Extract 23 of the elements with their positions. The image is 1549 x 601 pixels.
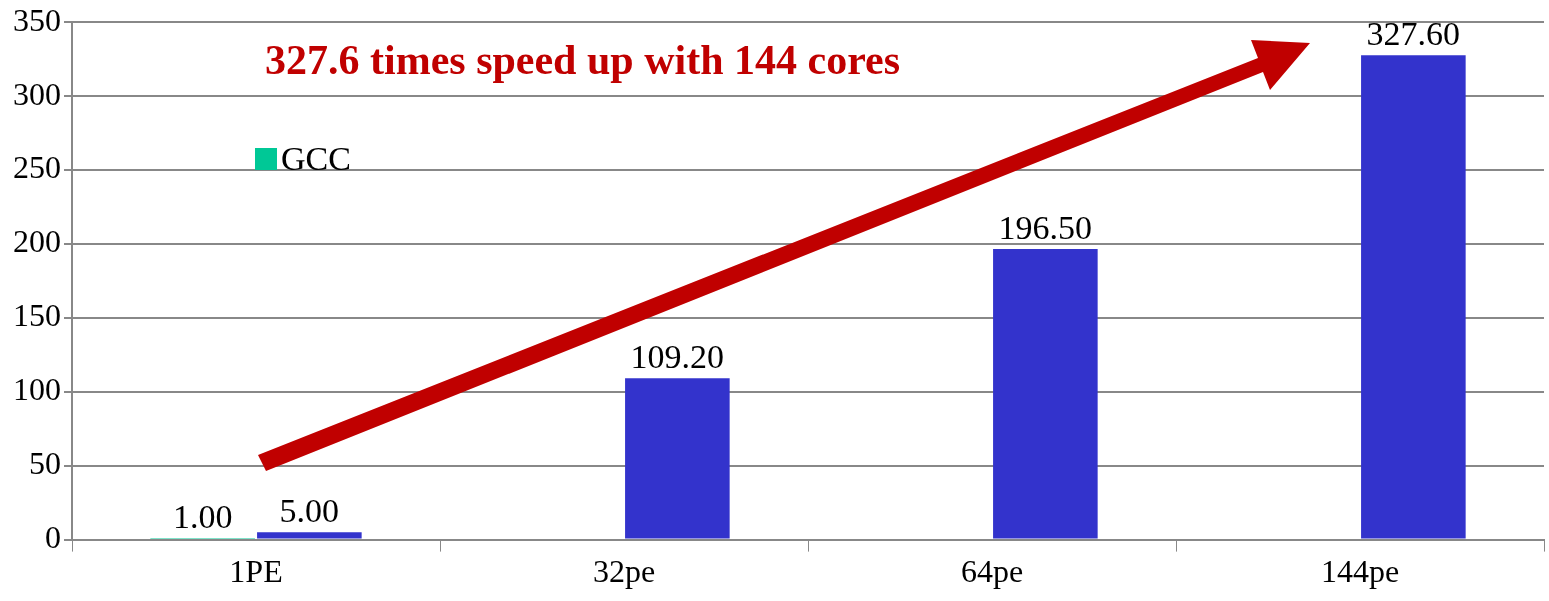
y-tick-label: 0 — [45, 519, 61, 556]
data-label: 109.20 — [630, 338, 725, 376]
data-label: 1.00 — [172, 498, 233, 536]
data-label: 5.00 — [279, 492, 340, 530]
x-tick-label: 144pe — [1320, 553, 1400, 590]
bar — [1361, 55, 1466, 539]
annotation: 327.6 times speed up with 144 cores — [265, 36, 901, 84]
y-tick-label: 100 — [13, 371, 61, 408]
y-tick-label: 200 — [13, 223, 61, 260]
y-tick-label: 300 — [13, 75, 61, 112]
data-label: 327.60 — [1366, 15, 1461, 53]
bar — [993, 249, 1098, 539]
y-tick-label: 250 — [13, 149, 61, 186]
bar — [257, 532, 362, 539]
legend-label: GCC — [281, 140, 351, 178]
data-label: 196.50 — [998, 209, 1093, 247]
y-tick-label: 50 — [29, 445, 61, 482]
y-tick-label: 350 — [13, 1, 61, 38]
x-tick-label: 1PE — [229, 553, 283, 590]
bar — [625, 378, 730, 539]
x-tick-label: 32pe — [592, 553, 656, 590]
y-tick-label: 150 — [13, 297, 61, 334]
x-tick-label: 64pe — [960, 553, 1024, 590]
